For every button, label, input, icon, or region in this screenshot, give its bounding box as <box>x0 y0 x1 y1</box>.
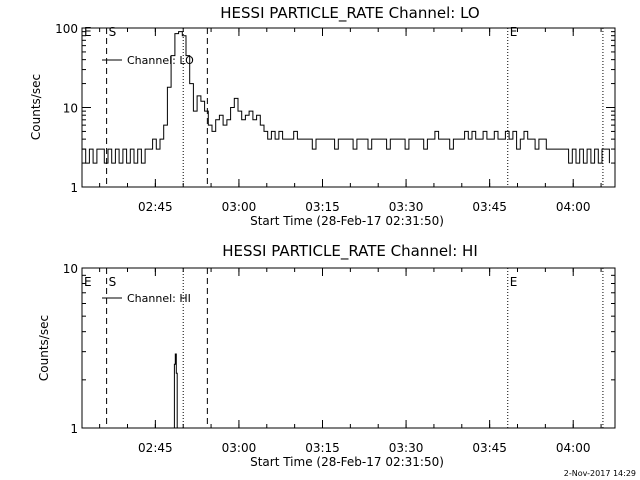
xtick-label: 03:15 <box>305 200 340 214</box>
series-line-channel-hi <box>173 353 178 429</box>
event-marker-label: S <box>109 275 117 289</box>
ytick-label: 1 <box>70 422 78 436</box>
panel-hi-title: HESSI PARTICLE_RATE Channel: HI <box>222 242 478 261</box>
panel-hi-ylabel: Counts/sec <box>37 315 51 381</box>
xtick-label: 03:15 <box>305 441 340 455</box>
xtick-label: 03:00 <box>222 441 257 455</box>
panel-hi-xticks: 02:45 03:00 03:15 03:30 03:45 04:00 <box>99 268 602 455</box>
panel-lo-yticks: 1 10 100 <box>55 22 615 195</box>
event-marker-label: S <box>109 25 117 39</box>
ytick-label: 100 <box>55 22 78 36</box>
event-marker-label: E <box>84 25 92 39</box>
series-line-channel-lo <box>82 31 610 164</box>
xtick-label: 03:30 <box>389 441 424 455</box>
ytick-label: 10 <box>63 102 78 116</box>
event-marker-label: E <box>84 275 92 289</box>
xtick-label: 04:00 <box>556 200 591 214</box>
panel-hi-yticks: 1 10 <box>63 262 615 436</box>
panel-lo-plot-frame <box>81 27 616 188</box>
panel-hi-legend: Channel: HI <box>102 292 191 305</box>
panel-hi-xlabel: Start Time (28-Feb-17 02:31:50) <box>250 455 444 469</box>
ytick-label: 10 <box>63 262 78 276</box>
event-marker-label: E <box>510 25 518 39</box>
event-marker-label: E <box>510 275 518 289</box>
panel-lo-ylabel: Counts/sec <box>29 74 43 140</box>
panel-hi-legend-label: Channel: HI <box>127 292 191 305</box>
ytick-label: 1 <box>70 181 78 195</box>
xtick-label: 03:45 <box>472 200 507 214</box>
xtick-label: 04:00 <box>556 441 591 455</box>
panel-lo-legend: Channel: LO <box>102 54 194 67</box>
xtick-label: 03:30 <box>389 200 424 214</box>
panel-lo-legend-label: Channel: LO <box>127 54 194 67</box>
xtick-label: 03:45 <box>472 441 507 455</box>
xtick-label: 02:45 <box>138 200 173 214</box>
xtick-label: 03:00 <box>222 200 257 214</box>
footer-timestamp: 2-Nov-2017 14:29 <box>564 469 636 478</box>
panel-hi-plot-frame <box>81 267 616 429</box>
xtick-label: 02:45 <box>138 441 173 455</box>
panel-lo-title: HESSI PARTICLE_RATE Channel: LO <box>220 4 479 23</box>
panel-lo-xlabel: Start Time (28-Feb-17 02:31:50) <box>250 214 444 228</box>
panel-lo-xticks: 02:45 03:00 03:15 03:30 03:45 04:00 <box>99 28 602 214</box>
